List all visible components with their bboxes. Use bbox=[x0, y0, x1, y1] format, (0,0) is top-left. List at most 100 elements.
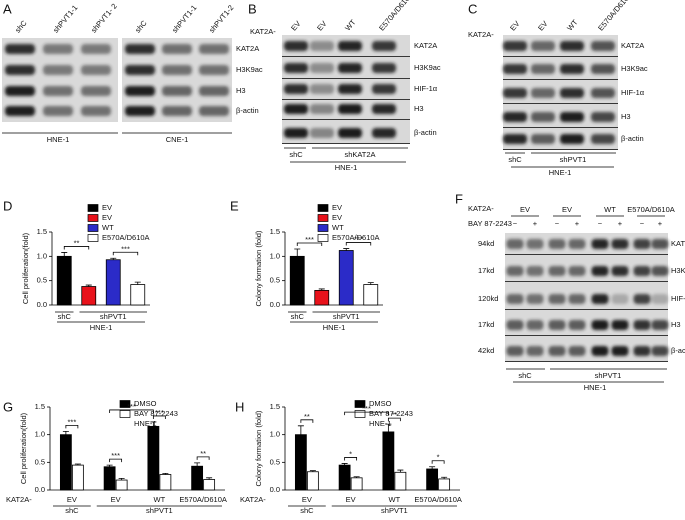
blot-band bbox=[81, 86, 111, 96]
blot-band bbox=[560, 134, 584, 144]
legend-label: E570A/D610A bbox=[102, 233, 150, 242]
bar bbox=[56, 255, 72, 306]
blot-band bbox=[560, 112, 584, 122]
size-marker: 17kd bbox=[478, 266, 494, 275]
y-tick-label: 1.5 bbox=[270, 227, 280, 236]
blot-band bbox=[310, 41, 334, 51]
bar bbox=[71, 464, 84, 491]
error-bar bbox=[343, 248, 350, 251]
blot-band bbox=[591, 346, 609, 356]
group-label: shPVT1 bbox=[146, 506, 173, 515]
error-bar bbox=[134, 281, 141, 285]
y-tick-label: 0.5 bbox=[35, 457, 45, 466]
blot-band bbox=[503, 88, 527, 98]
panel-letter: E bbox=[230, 198, 239, 213]
sig-label: * bbox=[437, 453, 440, 462]
blot-band bbox=[506, 320, 524, 330]
legend-swatch bbox=[317, 224, 329, 232]
error-bar bbox=[110, 257, 117, 260]
group-label: CNE-1 bbox=[166, 135, 189, 144]
legend-label: BAY 87-2243 bbox=[134, 409, 178, 418]
y-axis-label: Colony formation (fold) bbox=[254, 410, 263, 486]
x-tick-label: WT bbox=[154, 495, 166, 504]
x-tick-label: EV bbox=[67, 495, 77, 504]
sig-bracket bbox=[65, 424, 79, 429]
blot-band bbox=[651, 320, 669, 330]
treatment-sign: − bbox=[598, 219, 603, 228]
sig-label: *** bbox=[127, 402, 136, 411]
blot-row-label: H3K9ac bbox=[236, 65, 263, 74]
group-label: shC bbox=[65, 506, 79, 515]
blot-row-label: H3K9ac bbox=[414, 63, 441, 72]
blot-band bbox=[531, 64, 555, 74]
blot-row-label: HIF-1α bbox=[671, 294, 685, 303]
bar bbox=[59, 434, 72, 491]
size-marker: 17kd bbox=[478, 320, 494, 329]
blot-band bbox=[526, 294, 544, 304]
legend-swatch bbox=[87, 234, 99, 242]
group-label: shC bbox=[508, 155, 522, 164]
error-bar bbox=[62, 430, 69, 435]
legend-label: DMSO bbox=[134, 399, 157, 408]
sig-label: *** bbox=[354, 235, 363, 244]
bar bbox=[130, 284, 146, 306]
blot-band bbox=[310, 84, 334, 94]
error-bar bbox=[61, 252, 68, 257]
blot-row-label: KAT2A bbox=[236, 44, 259, 53]
error-bar bbox=[106, 464, 113, 467]
legend-label: E570A/D610A bbox=[332, 233, 380, 242]
lane-label: shPVT1-1 bbox=[170, 3, 198, 34]
blot-prefix: KAT2A- bbox=[250, 27, 276, 36]
sig-label: *** bbox=[305, 235, 314, 244]
blot-band bbox=[651, 294, 669, 304]
size-marker: 94kd bbox=[478, 239, 494, 248]
blot-row-label: HIF-1α bbox=[621, 88, 645, 97]
panel-letter: B bbox=[248, 1, 257, 16]
error-bar bbox=[353, 476, 360, 478]
legend-note: HNE-1 bbox=[369, 419, 392, 428]
blot-band bbox=[633, 294, 651, 304]
blot-row-label: H3 bbox=[414, 104, 424, 113]
blot-band bbox=[81, 65, 111, 75]
lane-label: EV bbox=[536, 19, 549, 32]
group-label: shPVT1 bbox=[100, 312, 127, 321]
blot-band bbox=[591, 266, 609, 276]
error-bar bbox=[309, 470, 316, 472]
blot-band bbox=[372, 41, 396, 51]
panel-letter: A bbox=[3, 1, 12, 16]
sig-label: *** bbox=[121, 244, 130, 253]
blot-band bbox=[338, 41, 362, 51]
blot-band bbox=[199, 44, 229, 54]
group-label: shPVT1 bbox=[333, 312, 360, 321]
x-tick-label: WT bbox=[389, 495, 401, 504]
y-tick-label: 0.0 bbox=[35, 485, 45, 494]
blot-row-label: H3 bbox=[671, 320, 681, 329]
blot-band bbox=[199, 65, 229, 75]
lane-label: shPVT1-2 bbox=[207, 3, 235, 34]
blot-band bbox=[591, 134, 615, 144]
blot-band bbox=[633, 266, 651, 276]
error-bar bbox=[85, 284, 92, 287]
sig-label: ** bbox=[304, 412, 310, 421]
blot-band bbox=[284, 104, 308, 114]
y-tick-label: 1.5 bbox=[37, 227, 47, 236]
blot-band bbox=[5, 86, 35, 96]
cell-label: HNE-1 bbox=[335, 163, 358, 172]
legend-swatch bbox=[119, 410, 131, 418]
blot-band bbox=[651, 239, 669, 249]
blot-band bbox=[284, 84, 308, 94]
bar bbox=[294, 434, 307, 491]
sig-bracket bbox=[109, 409, 154, 413]
legend-label: EV bbox=[332, 203, 342, 212]
legend-label: WT bbox=[332, 223, 344, 232]
blot-band bbox=[651, 266, 669, 276]
legend-swatch bbox=[119, 400, 131, 408]
sig-bracket bbox=[345, 242, 372, 246]
x-tick-label: EV bbox=[302, 495, 312, 504]
blot-band bbox=[591, 88, 615, 98]
bar bbox=[81, 286, 97, 306]
sig-bracket bbox=[152, 415, 166, 419]
size-marker: 42kd bbox=[478, 346, 494, 355]
error-bar bbox=[318, 288, 325, 291]
blot-band bbox=[199, 106, 229, 116]
